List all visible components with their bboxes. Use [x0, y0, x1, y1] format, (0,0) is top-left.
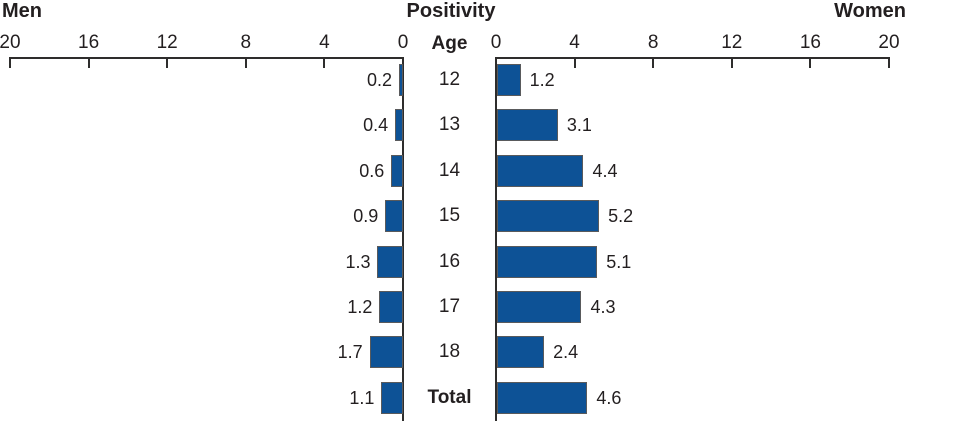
- age-label-17: 17: [438, 296, 461, 317]
- right-axis-tick-label: 4: [569, 32, 580, 53]
- value-label-women-14: 4.4: [592, 161, 618, 181]
- age-label-14: 14: [438, 160, 461, 181]
- value-label-women-16: 5.1: [606, 252, 632, 272]
- left-zero-baseline: [402, 57, 404, 421]
- value-label-women-15: 5.2: [608, 206, 634, 226]
- bar-men-12: [399, 64, 403, 96]
- value-label-men-12: 0.2: [367, 70, 393, 90]
- value-label-women-18: 2.4: [553, 342, 579, 362]
- age-label-13: 13: [438, 114, 461, 135]
- left-axis-tick: [166, 57, 169, 68]
- age-label-18: 18: [438, 341, 461, 362]
- left-axis-tick: [244, 57, 247, 68]
- right-axis-tick: [730, 57, 733, 68]
- age-axis-label: Age: [431, 33, 468, 54]
- bar-men-14: [391, 155, 403, 187]
- men-axis-title: Men: [2, 0, 42, 22]
- right-axis-tick: [652, 57, 655, 68]
- bar-women-15: [497, 200, 600, 232]
- bar-men-Total: [381, 382, 403, 414]
- right-zero-baseline: [495, 57, 497, 421]
- bar-men-16: [377, 246, 403, 278]
- left-axis-tick-label: 0: [397, 32, 409, 53]
- age-label-15: 15: [438, 205, 461, 226]
- chart-title: Positivity: [406, 0, 496, 22]
- value-label-women-Total: 4.6: [596, 388, 622, 408]
- left-axis-tick: [87, 57, 90, 68]
- bar-women-16: [497, 246, 598, 278]
- bar-women-Total: [497, 382, 588, 414]
- bar-women-17: [497, 291, 582, 323]
- right-axis-tick: [888, 57, 890, 68]
- bar-men-15: [385, 200, 403, 232]
- right-axis-tick: [809, 57, 812, 68]
- left-axis-tick-label: 20: [0, 32, 21, 53]
- left-axis-tick-label: 4: [319, 32, 330, 53]
- women-axis-title: Women: [834, 0, 906, 22]
- bar-men-17: [379, 291, 403, 323]
- right-axis-tick: [573, 57, 576, 68]
- left-axis-tick-label: 12: [156, 32, 178, 53]
- left-axis-tick-label: 16: [78, 32, 100, 53]
- left-axis-tick: [323, 57, 326, 68]
- right-axis-tick-label: 12: [721, 32, 743, 53]
- value-label-men-17: 1.2: [347, 297, 373, 317]
- bar-women-14: [497, 155, 584, 187]
- right-axis-line: [495, 57, 889, 59]
- left-axis-line: [10, 57, 404, 59]
- age-label-Total: Total: [427, 387, 472, 408]
- bar-women-18: [497, 336, 545, 368]
- right-axis-tick-label: 20: [878, 32, 900, 53]
- value-label-men-Total: 1.1: [349, 388, 375, 408]
- value-label-men-16: 1.3: [345, 252, 371, 272]
- bar-women-12: [497, 64, 521, 96]
- left-axis-tick: [9, 57, 11, 68]
- value-label-men-13: 0.4: [363, 115, 389, 135]
- right-axis-tick-label: 16: [799, 32, 821, 53]
- value-label-men-18: 1.7: [337, 342, 363, 362]
- value-label-men-14: 0.6: [359, 161, 385, 181]
- right-axis-tick-label: 0: [490, 32, 502, 53]
- age-label-12: 12: [438, 69, 461, 90]
- value-label-women-12: 1.2: [529, 70, 555, 90]
- left-axis-tick-label: 8: [240, 32, 252, 53]
- value-label-women-17: 4.3: [590, 297, 616, 317]
- value-label-women-13: 3.1: [566, 115, 592, 135]
- value-label-men-15: 0.9: [353, 206, 379, 226]
- right-axis-tick-label: 8: [647, 32, 659, 53]
- bar-men-18: [369, 336, 403, 368]
- bar-men-13: [395, 109, 403, 141]
- bar-women-13: [497, 109, 558, 141]
- age-label-16: 16: [438, 251, 461, 272]
